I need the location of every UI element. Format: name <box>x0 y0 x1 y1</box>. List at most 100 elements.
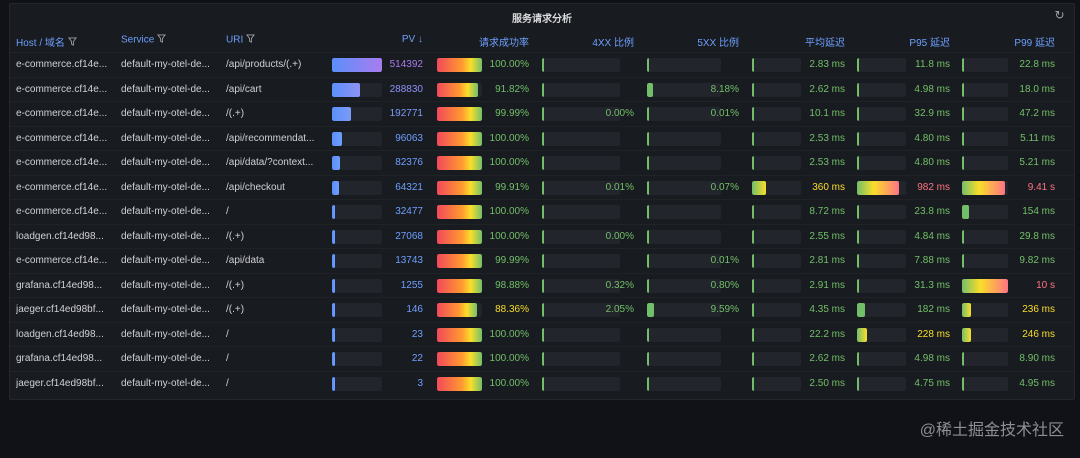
p95-value: 4.80 ms <box>914 157 950 168</box>
column-header-uri[interactable]: URI <box>226 34 256 46</box>
uri-cell: /(.+) <box>226 230 245 242</box>
column-header-success[interactable]: 请求成功率 <box>479 38 529 49</box>
table-row[interactable]: e-commerce.cf14e... default-my-otel-de...… <box>10 199 1074 225</box>
p95-gauge <box>857 327 906 342</box>
x4-gauge-fill <box>542 107 544 121</box>
p99-value: 10 s <box>1036 279 1055 291</box>
success-gauge-fill <box>437 107 482 121</box>
pv-gauge-fill <box>332 254 335 268</box>
p95-value: 4.98 ms <box>914 83 950 95</box>
x4-gauge <box>542 82 620 97</box>
x5-value <box>670 225 739 249</box>
p95-gauge <box>857 352 906 366</box>
avg-gauge <box>752 254 801 268</box>
watermark: @稀土掘金技术社区 <box>919 422 1064 439</box>
host-cell: e-commerce.cf14e... <box>16 157 108 168</box>
x5-gauge-fill <box>647 376 649 391</box>
uri-cell: / <box>226 377 229 389</box>
x5-value: 0.80% <box>710 279 739 291</box>
column-header-pv[interactable]: PV ↓ <box>401 34 423 45</box>
table-row[interactable]: e-commerce.cf14e... default-my-otel-de...… <box>10 76 1074 103</box>
host-cell: e-commerce.cf14e... <box>16 181 108 193</box>
avg-gauge <box>752 376 801 391</box>
column-header-4xx[interactable]: 4XX 比例 <box>592 38 634 49</box>
p99-gauge <box>962 82 1008 97</box>
p99-value: 5.11 ms <box>1020 132 1055 144</box>
x4-gauge-fill <box>542 58 544 72</box>
p95-value: 23.8 ms <box>914 206 950 217</box>
x5-gauge <box>647 278 721 293</box>
column-header-avg-latency[interactable]: 平均延迟 <box>805 38 845 49</box>
table-row[interactable]: grafana.cf14ed98... default-my-otel-de...… <box>10 346 1074 372</box>
success-gauge-fill <box>437 278 482 293</box>
x4-value: 2.05% <box>605 304 634 315</box>
column-header-p95-latency[interactable]: P95 延迟 <box>909 38 950 49</box>
success-gauge-fill <box>437 180 482 195</box>
success-gauge <box>437 58 482 72</box>
success-gauge-fill <box>437 254 482 268</box>
p99-value: 9.41 s <box>1027 181 1055 193</box>
table-row[interactable]: e-commerce.cf14e... default-my-otel-de...… <box>10 52 1074 78</box>
p99-gauge <box>962 131 1008 146</box>
table-row[interactable]: e-commerce.cf14e... default-my-otel-de...… <box>10 101 1074 127</box>
avg-gauge-fill <box>752 303 754 317</box>
avg-gauge <box>752 278 801 293</box>
p99-gauge <box>962 205 1008 219</box>
table-row[interactable]: e-commerce.cf14e... default-my-otel-de...… <box>10 125 1074 152</box>
uri-cell: / <box>226 328 229 340</box>
table-row[interactable]: jaeger.cf14ed98bf... default-my-otel-de..… <box>10 297 1074 323</box>
filter-icon[interactable] <box>67 37 77 49</box>
avg-value: 2.83 ms <box>809 59 845 70</box>
success-gauge <box>437 229 482 244</box>
x5-value <box>670 151 739 175</box>
service-cell: default-my-otel-de... <box>121 377 210 389</box>
x5-value <box>670 323 739 347</box>
pv-gauge <box>332 107 382 121</box>
column-header-service[interactable]: Service <box>121 34 167 46</box>
x4-value <box>565 53 634 77</box>
refresh-icon[interactable]: ↻ <box>1054 8 1065 22</box>
avg-value: 4.35 ms <box>809 304 845 315</box>
pv-gauge <box>332 58 382 72</box>
p99-gauge <box>962 107 1008 121</box>
column-header-host[interactable]: Host / 域名 <box>16 34 77 49</box>
service-cell: default-my-otel-de... <box>121 132 210 144</box>
x5-gauge-fill <box>647 58 649 72</box>
filter-icon[interactable] <box>157 34 167 46</box>
x4-gauge <box>542 229 620 244</box>
avg-gauge <box>752 180 801 195</box>
p99-value: 29.8 ms <box>1019 230 1055 242</box>
avg-gauge-fill <box>752 156 754 170</box>
table-row[interactable]: jaeger.cf14ed98bf... default-my-otel-de..… <box>10 370 1074 397</box>
uri-cell: /api/checkout <box>226 181 285 193</box>
column-header-p99-latency[interactable]: P99 延迟 <box>1014 38 1055 49</box>
avg-gauge <box>752 156 801 170</box>
success-value: 100.00% <box>489 157 529 168</box>
p95-gauge <box>857 229 906 244</box>
table-row[interactable]: e-commerce.cf14e... default-my-otel-de...… <box>10 174 1074 201</box>
avg-gauge-fill <box>752 82 754 97</box>
filter-icon[interactable] <box>246 34 256 46</box>
x5-value <box>670 347 739 371</box>
column-header-5xx[interactable]: 5XX 比例 <box>697 38 739 49</box>
table-row[interactable]: grafana.cf14ed98... default-my-otel-de...… <box>10 272 1074 299</box>
p99-gauge <box>962 327 1008 342</box>
x4-gauge-fill <box>542 376 544 391</box>
panel-title: 服务请求分析 <box>512 14 572 25</box>
success-value: 100.00% <box>489 230 529 242</box>
table-row[interactable]: loadgen.cf14ed98... default-my-otel-de...… <box>10 223 1074 250</box>
p95-gauge <box>857 180 906 195</box>
host-cell: e-commerce.cf14e... <box>16 132 108 144</box>
table-row[interactable]: loadgen.cf14ed98... default-my-otel-de...… <box>10 321 1074 348</box>
x5-value: 0.07% <box>710 181 739 193</box>
pv-gauge-fill <box>332 229 335 244</box>
avg-value: 2.53 ms <box>809 157 845 168</box>
host-cell: e-commerce.cf14e... <box>16 206 108 217</box>
p95-gauge <box>857 82 906 97</box>
x4-gauge <box>542 327 620 342</box>
table-row[interactable]: e-commerce.cf14e... default-my-otel-de...… <box>10 150 1074 176</box>
table-row[interactable]: e-commerce.cf14e... default-my-otel-de...… <box>10 248 1074 274</box>
avg-gauge <box>752 82 801 97</box>
p99-gauge-fill <box>962 327 972 342</box>
uri-cell: /api/data <box>226 255 265 266</box>
